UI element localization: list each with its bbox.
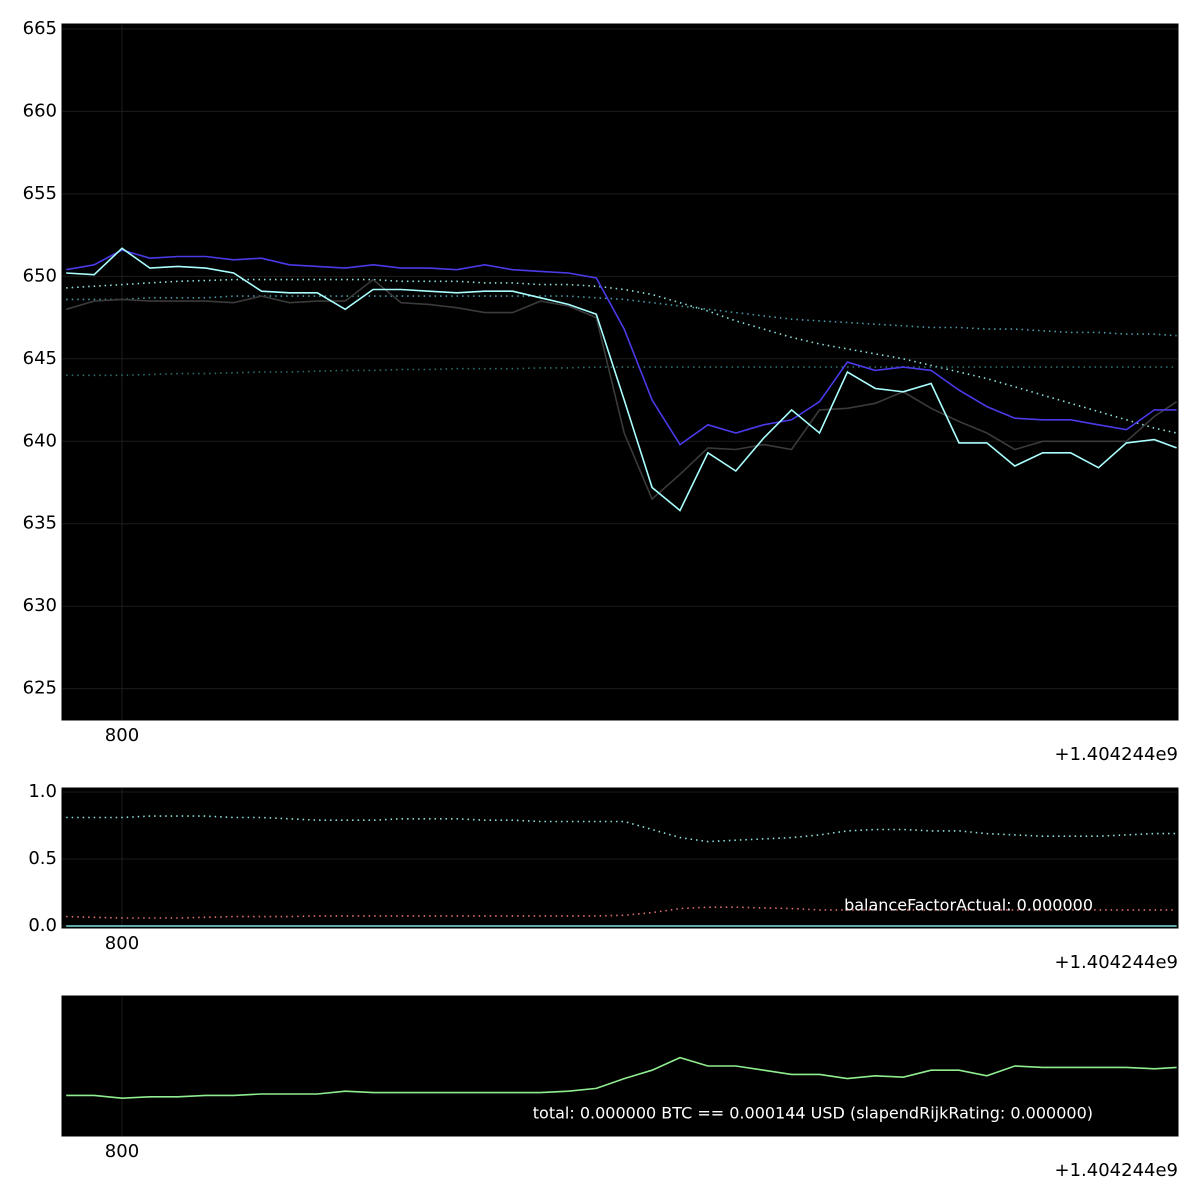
series-line	[66, 366, 1177, 377]
y-tick-label: 635	[23, 513, 57, 534]
y-tick-label: 1.0	[28, 781, 57, 802]
annotation: balanceFactorActual: 0.000000	[844, 896, 1093, 915]
x-tick-label: 800	[105, 933, 139, 954]
x-offset-label: +1.404244e9	[1055, 952, 1179, 973]
plot-area	[62, 24, 1178, 720]
series-line	[65, 278, 1178, 501]
y-tick-label: 640	[23, 430, 57, 451]
x-tick-label: 800	[105, 725, 139, 746]
plot-frame	[61, 787, 1179, 929]
plot-area	[62, 996, 1178, 1136]
y-tick-label: 655	[23, 183, 57, 204]
y-tick-label: 665	[23, 18, 57, 39]
x-offset-label: +1.404244e9	[1055, 744, 1179, 765]
x-tick-label: 800	[105, 1141, 139, 1162]
series-line	[66, 247, 1177, 512]
y-tick-label: 625	[23, 678, 57, 699]
plot-area	[62, 788, 1178, 928]
annotation: total: 0.000000 BTC == 0.000144 USD (sla…	[533, 1104, 1093, 1123]
y-tick-label: 0.5	[28, 848, 57, 869]
plot-frame	[61, 995, 1179, 1137]
y-tick-label: 630	[23, 595, 57, 616]
y-tick-label: 0.0	[28, 915, 57, 936]
plot-frame	[61, 23, 1179, 721]
y-tick-label: 645	[23, 348, 57, 369]
y-tick-label: 660	[23, 100, 57, 121]
y-tick-label: 650	[23, 265, 57, 286]
series-line	[66, 249, 1177, 446]
x-offset-label: +1.404244e9	[1055, 1160, 1179, 1181]
series-line	[66, 906, 1177, 919]
series-line	[66, 1056, 1177, 1100]
